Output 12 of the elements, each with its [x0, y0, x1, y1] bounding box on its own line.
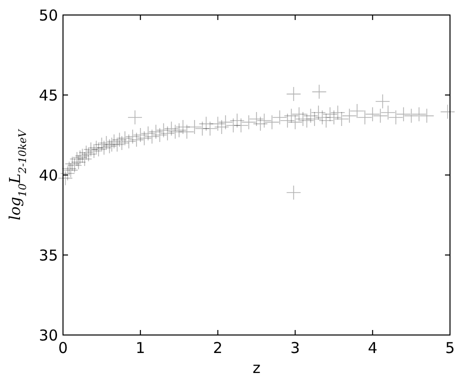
x-axis-title: z [252, 359, 261, 377]
x-tick-label: 4 [368, 339, 378, 357]
y-tick-label: 40 [38, 166, 58, 184]
x-tick-label: 2 [213, 339, 223, 357]
x-tick-label: 5 [445, 339, 455, 357]
x-tick-label: 3 [290, 339, 300, 357]
y-tick-label: 50 [38, 6, 58, 24]
x-tick-label: 1 [136, 339, 146, 357]
y-tick-label: 45 [38, 86, 58, 104]
x-tick-label: 0 [58, 339, 68, 357]
y-tick-label: 30 [38, 326, 58, 344]
y-tick-label: 35 [38, 246, 58, 264]
